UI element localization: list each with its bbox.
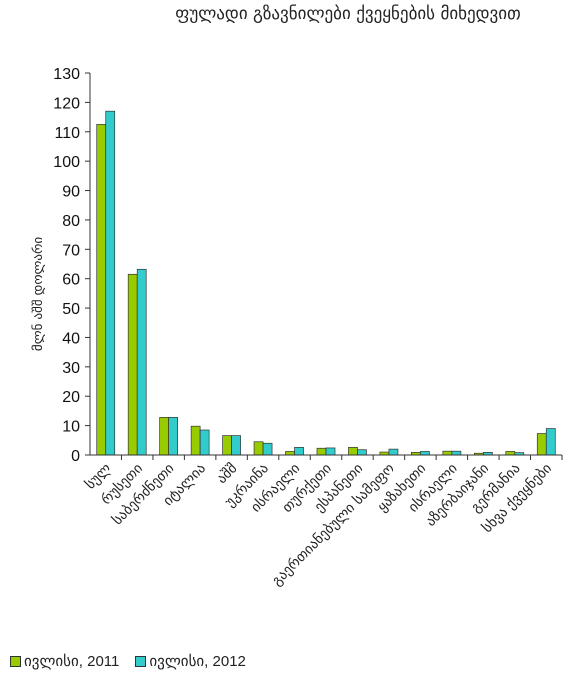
- bar-2012-6: [294, 447, 304, 456]
- bar-2012-11: [451, 450, 462, 456]
- bar-2011-0: [96, 124, 107, 456]
- chart-title: ფულადი გზავნილები ქვეყნების მიხედვით: [175, 4, 521, 24]
- bar-2012-14: [545, 428, 556, 456]
- y-axis-ticks: 0 10 20 30 40 50 60 70 80 90 100 110 120 130: [53, 66, 90, 465]
- legend-item-2011: ივლისი, 2011: [10, 652, 119, 670]
- bars: [96, 110, 556, 456]
- y-tick-label-80: 80: [62, 213, 80, 230]
- y-tick-label-110: 110: [54, 125, 80, 142]
- bar-2012-0: [105, 110, 116, 456]
- bar-2011-6: [285, 451, 295, 456]
- axes: [89, 73, 563, 460]
- y-tick-label-60: 60: [62, 272, 80, 289]
- legend-label-2011: ივლისი, 2011: [24, 653, 120, 670]
- bar-2011-3: [190, 425, 201, 456]
- bar-2011-8: [348, 447, 358, 456]
- bar-2011-1: [127, 273, 138, 456]
- y-tick-label-20: 20: [62, 389, 80, 406]
- y-tick-label-10: 10: [62, 419, 80, 436]
- legend: ივლისი, 2011 ივლისი, 2012: [10, 652, 246, 670]
- y-axis-title: მლნ აშშ დოლარი: [31, 237, 46, 351]
- y-tick-label-100: 100: [53, 154, 80, 171]
- y-tick-label-50: 50: [62, 301, 80, 318]
- bar-2012-1: [136, 268, 147, 456]
- bar-2011-11: [442, 450, 453, 456]
- bar-2011-14: [536, 433, 547, 456]
- legend-item-2012: ივლისი, 2012: [135, 652, 246, 670]
- legend-swatch-2012: [135, 655, 147, 667]
- bar-2012-9: [388, 448, 399, 456]
- bar-2011-5: [253, 441, 264, 456]
- bar-2012-10: [420, 451, 430, 456]
- bar-2012-4: [231, 435, 241, 456]
- bar-2011-13: [505, 451, 516, 456]
- y-tick-label-30: 30: [62, 360, 80, 377]
- y-tick-label-70: 70: [62, 242, 80, 259]
- legend-label-2012: ივლისი, 2012: [149, 653, 246, 670]
- bar-2011-7: [316, 447, 327, 456]
- y-tick-label-130: 130: [53, 66, 80, 83]
- bar-2012-7: [325, 447, 336, 456]
- y-tick-label-120: 120: [53, 95, 80, 112]
- x-tick-label-4: აშშ: [214, 461, 241, 488]
- y-tick-label-40: 40: [62, 330, 80, 347]
- bar-2012-2: [168, 417, 179, 456]
- bar-2012-8: [357, 449, 367, 456]
- bar-2012-5: [262, 442, 273, 456]
- bar-2011-4: [222, 435, 232, 456]
- y-tick-label-0: 0: [71, 448, 80, 465]
- y-tick-label-90: 90: [62, 184, 80, 201]
- bar-2011-2: [159, 417, 170, 456]
- legend-swatch-2011: [10, 655, 21, 667]
- bar-2012-3: [199, 429, 210, 456]
